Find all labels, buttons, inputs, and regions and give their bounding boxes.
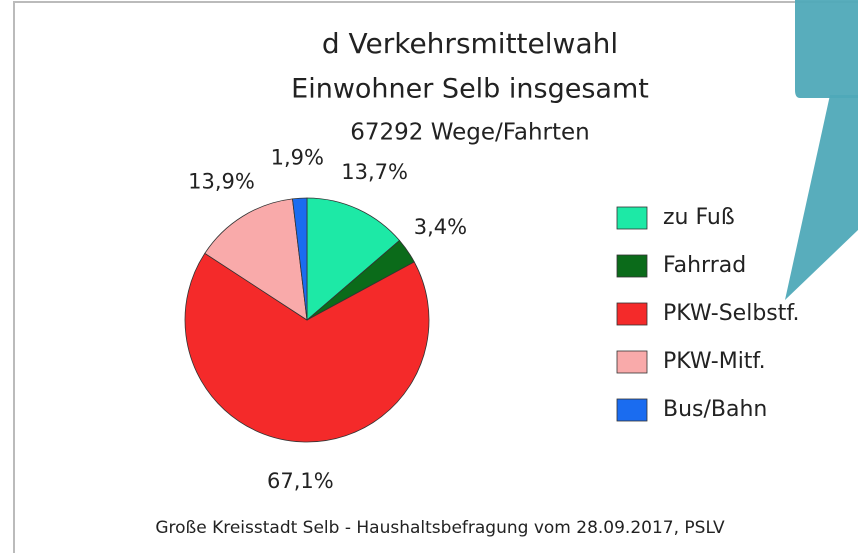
data-label: 67,1% — [267, 469, 334, 493]
legend-swatch — [616, 254, 648, 278]
data-label: 1,9% — [271, 145, 324, 169]
chart-frame — [13, 1, 858, 553]
legend-label: zu Fuß — [663, 205, 735, 230]
legend-swatch — [616, 206, 648, 230]
pie-slice — [204, 198, 308, 321]
data-label: 13,9% — [188, 169, 255, 193]
data-label: 3,4% — [414, 215, 467, 239]
data-label: 13,7% — [341, 160, 408, 184]
chart-footer: Große Kreisstadt Selb - Haushaltsbefragu… — [155, 518, 725, 538]
pie-slice — [306, 197, 401, 321]
chart-subtitle: 67292 Wege/Fahrten — [350, 120, 590, 146]
legend-swatch — [616, 350, 648, 374]
legend: zu Fuß Fahrrad PKW-Selbstf. PKW-Mitf. Bus/Ba… — [616, 205, 800, 422]
pie: 13,7% 3,4% 67,1% 13,9% 1,9% — [184, 145, 467, 493]
legend-swatch — [616, 398, 648, 422]
chart-subtitle: Einwohner Selb insgesamt — [291, 74, 649, 105]
legend-label: Bus/Bahn — [663, 397, 767, 422]
chart-title: d Verkehrsmittelwahl — [322, 27, 618, 60]
legend-label: Fahrrad — [663, 253, 746, 278]
pie-slice — [184, 252, 430, 443]
speech-bubble-pointer — [785, 95, 858, 300]
speech-bubble — [795, 0, 858, 98]
pie-slice — [292, 197, 308, 321]
legend-label: PKW-Mitf. — [663, 349, 766, 374]
legend-label: PKW-Selbstf. — [663, 301, 800, 326]
legend-swatch — [616, 302, 648, 326]
